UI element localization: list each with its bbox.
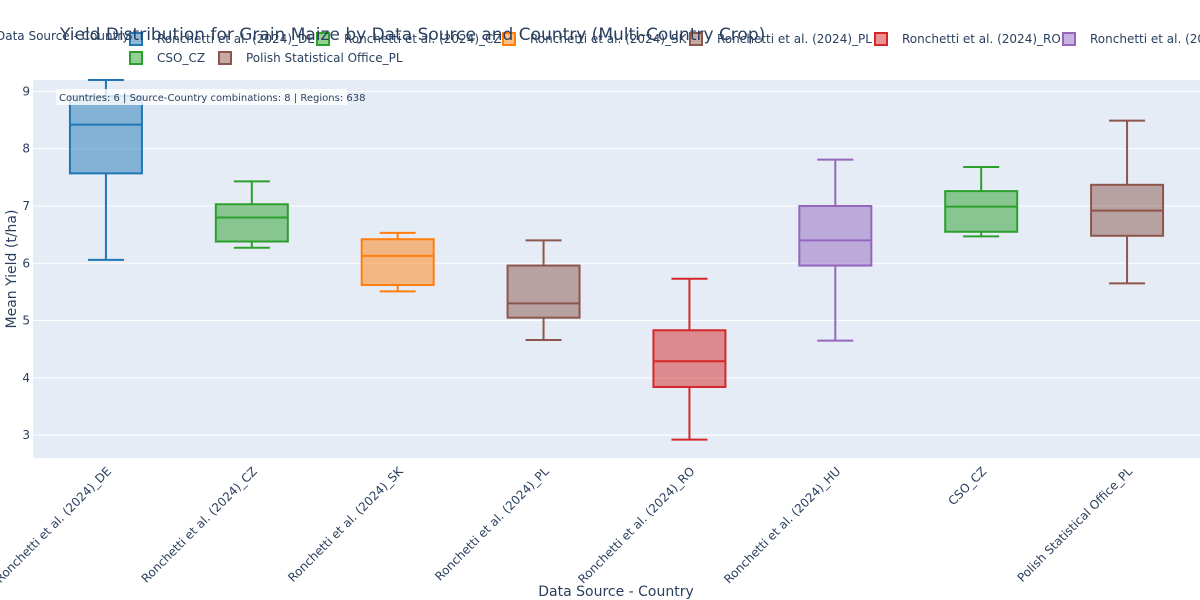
legend-swatch [874,32,888,46]
y-tick-label: 4 [22,371,30,385]
legend-swatch [689,32,703,46]
legend-swatch [502,32,516,46]
box-6[interactable] [944,166,1019,238]
chart-title: Yield Distribution for Grain Maize by Da… [59,25,765,45]
legend-item[interactable]: Ronchetti et al. (2024)_HU [1062,32,1200,46]
box-2[interactable] [360,231,435,293]
legend-item[interactable]: Polish Statistical Office_PL [218,51,403,65]
iqr-box [214,203,289,243]
legend-label: Ronchetti et al. (2024)_RO [902,32,1061,46]
box-5[interactable] [798,158,873,342]
x-tick-label: Ronchetti et al. (2024)_PL [432,464,552,584]
legend-label: Ronchetti et al. (2024)_DE [157,32,315,46]
legend-swatch [129,51,143,65]
y-tick-label: 8 [22,142,30,156]
legend[interactable]: Ronchetti et al. (2024)_DE Ronchetti et a… [129,32,1200,65]
legend-label: Polish Statistical Office_PL [246,51,403,65]
y-tick-label: 3 [22,428,30,442]
legend-swatch [316,32,330,46]
boxes [68,79,1165,441]
iqr-box [798,205,873,267]
legend-label: CSO_CZ [157,51,205,65]
legend-item[interactable]: Ronchetti et al. (2024)_CZ [316,32,502,46]
annotation-text: Countries: 6 | Source-Country combinatio… [59,93,365,104]
legend-item[interactable]: Ronchetti et al. (2024)_SK [502,32,688,46]
legend-swatch [129,32,143,46]
x-tick-label: Ronchetti et al. (2024)_HU [721,464,843,586]
legend-label: Ronchetti et al. (2024)_SK [530,32,688,46]
legend-label: Ronchetti et al. (2024)_HU [1090,32,1200,46]
x-tick-label: Ronchetti et al. (2024)_SK [285,463,406,584]
legend-label: Ronchetti et al. (2024)_CZ [344,32,502,46]
box-4[interactable] [652,277,727,441]
legend-label: Ronchetti et al. (2024)_PL [717,32,872,46]
iqr-box [506,264,581,319]
x-tick-label: Polish Statistical Office_PL [1015,464,1136,585]
y-tick-label: 6 [22,256,30,270]
legend-item[interactable]: Ronchetti et al. (2024)_PL [689,32,872,46]
x-tick-label: Ronchetti et al. (2024)_DE [0,464,114,586]
iqr-box [68,95,143,175]
y-tick-label: 7 [22,199,30,213]
iqr-box [944,190,1019,233]
y-axis-title: Mean Yield (t/ha) [4,210,20,329]
legend-swatch [1062,32,1076,46]
legend-swatch [218,51,232,65]
y-tick-label: 5 [22,314,30,328]
iqr-box [360,238,435,287]
legend-item[interactable]: CSO_CZ [129,51,205,65]
annotation: Countries: 6 | Source-Country combinatio… [56,89,365,105]
x-tick-label: Ronchetti et al. (2024)_CZ [139,464,260,585]
box-0[interactable] [68,79,143,261]
x-tick-label: Ronchetti et al. (2024)_RO [575,464,697,586]
x-axis-ticks: Ronchetti et al. (2024)_DE Ronchetti et a… [0,463,1135,586]
annotation-background [56,89,347,105]
x-axis-title: Data Source - Country [538,584,694,600]
box-7[interactable] [1090,119,1165,285]
legend-item[interactable]: Ronchetti et al. (2024)_RO [874,32,1061,46]
y-tick-label: 9 [22,84,30,98]
box-3[interactable] [506,239,581,342]
x-tick-label: CSO_CZ [945,464,989,508]
y-axis-ticks: 3 4 5 6 7 8 9 [22,84,30,442]
legend-title: Data Source - Country [0,29,129,43]
iqr-box [652,329,727,388]
box-1[interactable] [214,180,289,249]
plot-background [33,80,1200,458]
legend-item[interactable]: Ronchetti et al. (2024)_DE [129,32,315,46]
